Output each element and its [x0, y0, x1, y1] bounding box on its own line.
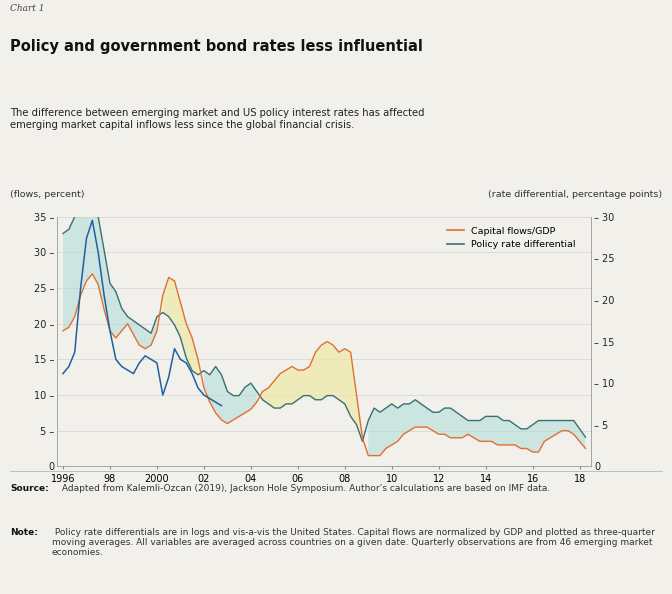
Text: (rate differential, percentage points): (rate differential, percentage points)	[488, 191, 662, 200]
Text: Note:: Note:	[10, 527, 38, 536]
Legend: Capital flows/GDP, Policy rate differential: Capital flows/GDP, Policy rate different…	[447, 226, 576, 249]
Text: Source:: Source:	[10, 484, 49, 493]
Text: (flows, percent): (flows, percent)	[10, 191, 85, 200]
Text: The difference between emerging market and US policy interest rates has affected: The difference between emerging market a…	[10, 109, 425, 130]
Text: Policy and government bond rates less influential: Policy and government bond rates less in…	[10, 39, 423, 54]
Text: Adapted from Kalemli-Ozcan (2019), Jackson Hole Symposium. Author’s calculations: Adapted from Kalemli-Ozcan (2019), Jacks…	[59, 484, 550, 493]
Text: Chart 1: Chart 1	[10, 4, 44, 13]
Text: Policy rate differentials are in logs and vis-a-vis the United States. Capital f: Policy rate differentials are in logs an…	[52, 527, 655, 557]
